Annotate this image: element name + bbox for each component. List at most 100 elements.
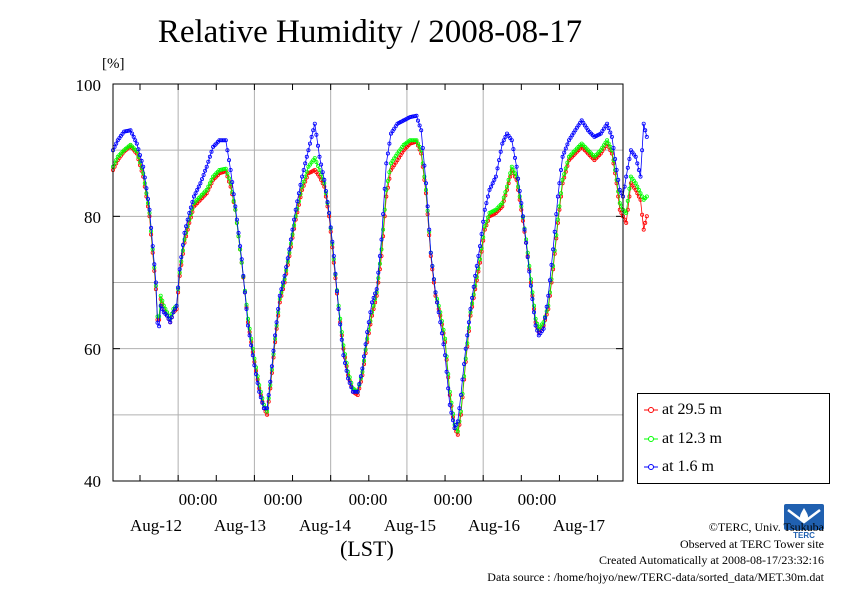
data-point: [311, 128, 316, 133]
data-point: [481, 219, 486, 224]
data-point: [474, 263, 479, 268]
data-point: [249, 336, 254, 341]
data-point: [513, 171, 518, 176]
data-point: [625, 207, 630, 212]
data-point: [344, 368, 349, 373]
data-point: [477, 244, 482, 249]
data-point: [317, 154, 322, 159]
data-point: [509, 164, 514, 169]
data-point: [462, 362, 467, 367]
data-point: [608, 130, 613, 135]
data-point: [309, 134, 314, 139]
data-point: [247, 326, 252, 331]
data-point: [463, 346, 468, 351]
data-point: [625, 198, 630, 203]
data-point: [443, 336, 448, 341]
data-point: [643, 220, 648, 225]
data-point: [271, 348, 276, 353]
data-point: [422, 174, 427, 179]
data-point: [460, 377, 465, 382]
data-point: [384, 161, 389, 166]
data-point: [182, 237, 187, 242]
x-date-label: Aug-17: [553, 516, 605, 535]
data-point: [412, 114, 417, 119]
data-point: [293, 207, 298, 212]
data-point: [427, 227, 432, 232]
data-point: [296, 191, 301, 196]
data-point: [554, 212, 559, 217]
data-point: [504, 184, 509, 189]
data-point: [276, 306, 281, 311]
data-point: [145, 196, 150, 201]
data-point: [363, 342, 368, 347]
legend-label: at 12.3 m: [662, 430, 722, 447]
data-point: [300, 174, 305, 179]
data-point: [517, 188, 522, 193]
series-1: [111, 139, 649, 437]
data-point: [141, 171, 146, 176]
data-point: [139, 158, 144, 163]
data-point: [641, 121, 646, 126]
data-point: [501, 195, 506, 200]
credits-block: ©TERC, Univ. Tsukuba Observed at TERC To…: [487, 519, 824, 585]
data-point: [269, 364, 274, 369]
data-point: [544, 304, 549, 309]
data-point: [443, 353, 448, 358]
data-point: [643, 128, 648, 133]
data-point: [128, 128, 133, 133]
data-point: [438, 320, 443, 325]
data-point: [635, 161, 640, 166]
data-point: [547, 278, 552, 283]
legend-label: at 1.6 m: [662, 458, 714, 475]
data-point: [369, 300, 374, 305]
data-point: [379, 247, 384, 252]
data-point: [204, 164, 209, 169]
data-point: [223, 138, 228, 143]
data-point: [498, 149, 503, 154]
data-point: [252, 356, 257, 361]
data-point: [312, 121, 317, 126]
logo-text: TERC: [793, 531, 815, 540]
data-point: [439, 331, 444, 336]
credit-source: Data source : /home/hojyo/new/TERC-data/…: [487, 569, 824, 584]
data-point: [633, 181, 638, 186]
data-point: [141, 164, 146, 169]
data-point: [485, 194, 490, 199]
data-point: [431, 277, 436, 282]
data-point: [455, 429, 460, 434]
legend-item: at 29.5 m: [644, 399, 722, 421]
data-point: [341, 353, 346, 358]
data-point: [441, 342, 446, 347]
chart-title: Relative Humidity / 2008-08-17: [157, 14, 583, 50]
data-point: [222, 138, 227, 143]
data-point: [508, 171, 513, 176]
data-point: [293, 214, 298, 219]
data-point: [285, 256, 290, 261]
data-point: [144, 186, 149, 191]
data-point: [516, 176, 521, 181]
x-time-tick-label: 00:00: [348, 490, 388, 509]
data-point: [373, 291, 378, 296]
data-point: [290, 227, 295, 232]
data-point: [544, 309, 549, 314]
data-point: [234, 217, 239, 222]
data-point: [644, 134, 649, 139]
data-point: [209, 149, 214, 154]
data-point: [142, 181, 147, 186]
data-point: [204, 187, 209, 192]
data-point: [314, 132, 319, 137]
data-point: [301, 179, 306, 184]
data-point: [520, 214, 525, 219]
data-point: [342, 360, 347, 365]
data-point: [562, 150, 567, 155]
x-time-tick-label: 00:00: [263, 490, 303, 509]
data-point: [565, 142, 570, 147]
data-point: [522, 227, 527, 232]
data-point: [447, 402, 452, 407]
data-point: [381, 212, 386, 217]
data-point: [557, 181, 562, 186]
data-point: [174, 303, 179, 308]
data-point: [371, 303, 376, 308]
credit-copyright: ©TERC, Univ. Tsukuba: [708, 520, 824, 534]
